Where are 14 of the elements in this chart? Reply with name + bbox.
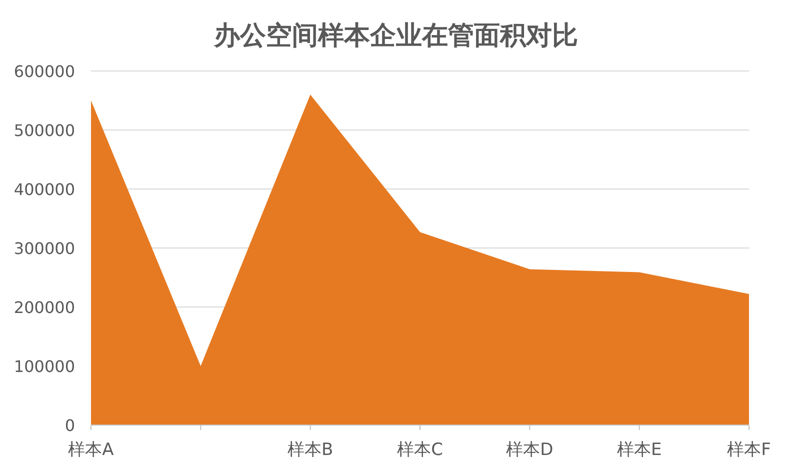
chart-title: 办公空间样本企业在管面积对比 xyxy=(213,21,578,51)
y-tick-label: 500000 xyxy=(14,121,75,140)
x-tick-label: 样本A xyxy=(68,440,114,460)
y-tick-label: 600000 xyxy=(14,62,75,81)
y-tick-label: 300000 xyxy=(14,239,75,258)
y-tick-label: 400000 xyxy=(14,180,75,199)
y-tick-label: 200000 xyxy=(14,298,75,317)
x-tick-label: 样本D xyxy=(506,440,554,460)
y-tick-label: 0 xyxy=(64,416,75,435)
x-tick-label: 样本F xyxy=(727,440,771,460)
y-tick-label: 100000 xyxy=(14,357,75,376)
x-tick-label: 样本E xyxy=(616,440,662,460)
x-tick-label: 样本B xyxy=(287,440,334,460)
x-tick-label: 样本C xyxy=(397,440,443,460)
